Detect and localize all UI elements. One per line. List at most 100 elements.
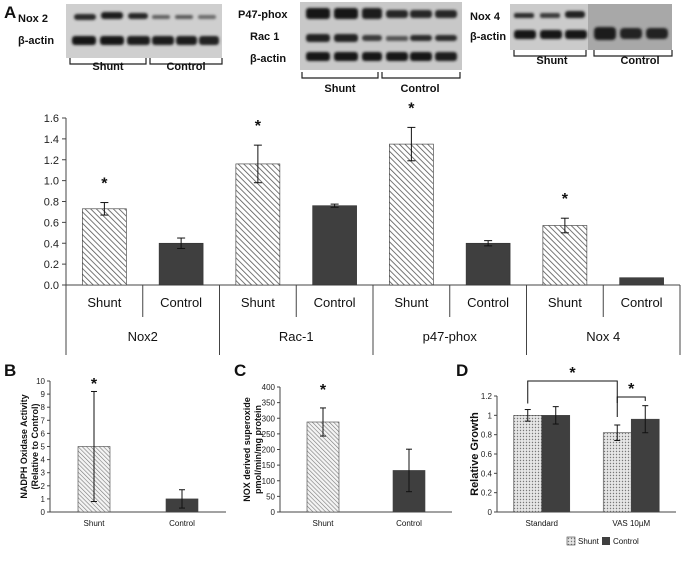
blot-middle-row-label: β-actin: [250, 53, 286, 65]
x-tick-label: Control: [169, 519, 195, 528]
blot-left-background: [66, 4, 222, 58]
blot-middle-control-bracket: [381, 72, 461, 79]
x-tick-label: Control: [396, 519, 422, 528]
y-tick-label: 1: [41, 495, 46, 504]
bar: [542, 225, 588, 286]
y-tick-label: 0: [271, 508, 276, 517]
legend-label: Control: [613, 537, 639, 546]
bar: [235, 163, 281, 286]
y-tick-label: 400: [262, 383, 276, 392]
y-tick-label: 6: [41, 429, 46, 438]
chart-b: 0 1 2 3 4 5 6 7 8 9 10 Shunt * Control NADPH Oxidase A…: [19, 376, 226, 528]
bar: [513, 415, 543, 513]
significance-bracket: [616, 396, 646, 403]
y-tick-label: 0.8: [44, 197, 59, 209]
chart-a: 0.0 0.2 0.4 0.6 0.8 1.0 1.2 1.4 1.6 Shunt * Control…: [44, 100, 681, 355]
bar: [602, 432, 632, 513]
y-axis-label: (Relative to Control): [30, 403, 40, 489]
y-tick-label: 0.6: [481, 450, 493, 459]
y-tick-label: 0.4: [481, 469, 493, 478]
blot-left-row-label: β-actin: [18, 35, 54, 47]
blot-right-group-label: Shunt: [536, 55, 567, 67]
blot-left-group-label: Control: [166, 61, 205, 73]
y-tick-label: 0.4: [44, 238, 59, 250]
y-tick-label: 0: [488, 508, 493, 517]
significance-marker: *: [628, 381, 635, 398]
x-tick-label: Control: [621, 295, 663, 310]
bar: [541, 415, 571, 513]
y-tick-label: 1.0: [44, 176, 59, 188]
blot-left-control-bracket: [149, 58, 223, 65]
x-tick-label: Shunt: [241, 295, 275, 310]
legend-swatch: [602, 537, 610, 545]
significance-marker: *: [408, 100, 415, 117]
y-tick-label: 0: [41, 508, 46, 517]
panel-letter-d: D: [456, 361, 468, 380]
legend-swatch: [566, 536, 576, 546]
y-tick-label: 5: [41, 443, 46, 452]
panel-letter-a: A: [4, 3, 16, 22]
blot-right: [510, 4, 672, 50]
blot-right-shunt-bracket: [513, 50, 587, 57]
x-tick-label: Shunt: [313, 519, 335, 528]
x-tick-label: Control: [314, 295, 356, 310]
y-tick-label: 3: [41, 469, 46, 478]
panel-letter-b: B: [4, 361, 16, 380]
x-tick-label: VAS 10µM: [612, 519, 650, 528]
y-tick-label: 300: [262, 414, 276, 423]
panel-letter-c: C: [234, 361, 246, 380]
significance-marker: *: [255, 118, 262, 135]
chart-d: 0 0.2 0.4 0.6 0.8 1 1.2 Relative Growth Standard…: [469, 365, 676, 546]
y-tick-label: 0.8: [481, 431, 493, 440]
x-tick-label: Shunt: [394, 295, 428, 310]
y-tick-label: 1.2: [44, 155, 59, 167]
significance-marker: *: [101, 176, 108, 193]
y-tick-label: 8: [41, 403, 46, 412]
significance-marker: *: [569, 365, 576, 382]
bar: [82, 208, 127, 286]
y-tick-label: 9: [41, 390, 46, 399]
y-axis-label: NOX derived superoxide: [242, 397, 252, 502]
blot-right-control-bracket: [593, 50, 673, 57]
blot-left: [66, 4, 222, 58]
y-tick-label: 1.2: [481, 392, 493, 401]
bar: [312, 205, 357, 286]
y-tick-label: 0.2: [481, 489, 493, 498]
blot-left-row-label: Nox 2: [18, 13, 48, 25]
group-label: Nox2: [128, 329, 158, 344]
y-tick-label: 1: [488, 411, 493, 420]
x-tick-label: Standard: [526, 519, 558, 528]
y-tick-label: 1.4: [44, 134, 59, 146]
significance-bracket: [527, 380, 618, 417]
group-label: Nox 4: [586, 329, 620, 344]
chart-c: 0 50 100 150 200 250 300 350 400 Shunt * Control NOX…: [242, 382, 452, 528]
bar: [158, 242, 204, 286]
blot-right-row-label: β-actin: [470, 31, 506, 43]
group-label: Rac-1: [279, 329, 314, 344]
y-tick-label: 200: [262, 446, 276, 455]
x-tick-label: Control: [467, 295, 509, 310]
y-tick-label: 2: [41, 482, 46, 491]
bar: [630, 418, 660, 513]
blot-right-row-label: Nox 4: [470, 11, 501, 23]
bar: [619, 277, 664, 286]
significance-marker: *: [91, 376, 98, 393]
y-tick-label: 1.6: [44, 113, 59, 125]
blot-middle-shunt-bracket: [301, 72, 379, 79]
y-axis-label: Relative Growth: [469, 412, 481, 496]
significance-marker: *: [320, 382, 327, 399]
group-label: p47-phox: [423, 329, 478, 344]
x-tick-label: Shunt: [84, 519, 106, 528]
bar: [465, 242, 511, 286]
blot-middle-row-label: Rac 1: [250, 31, 279, 43]
blot-right-group-label: Control: [620, 55, 659, 67]
blot-left-shunt-bracket: [69, 58, 147, 65]
x-tick-label: Control: [160, 295, 202, 310]
y-tick-label: 0.2: [44, 259, 59, 271]
y-tick-label: 100: [262, 477, 276, 486]
y-tick-label: 350: [262, 399, 276, 408]
y-axis-label: pmol/min/mg protein: [253, 405, 263, 494]
blot-middle: [300, 2, 462, 70]
legend-label: Shunt: [578, 537, 600, 546]
